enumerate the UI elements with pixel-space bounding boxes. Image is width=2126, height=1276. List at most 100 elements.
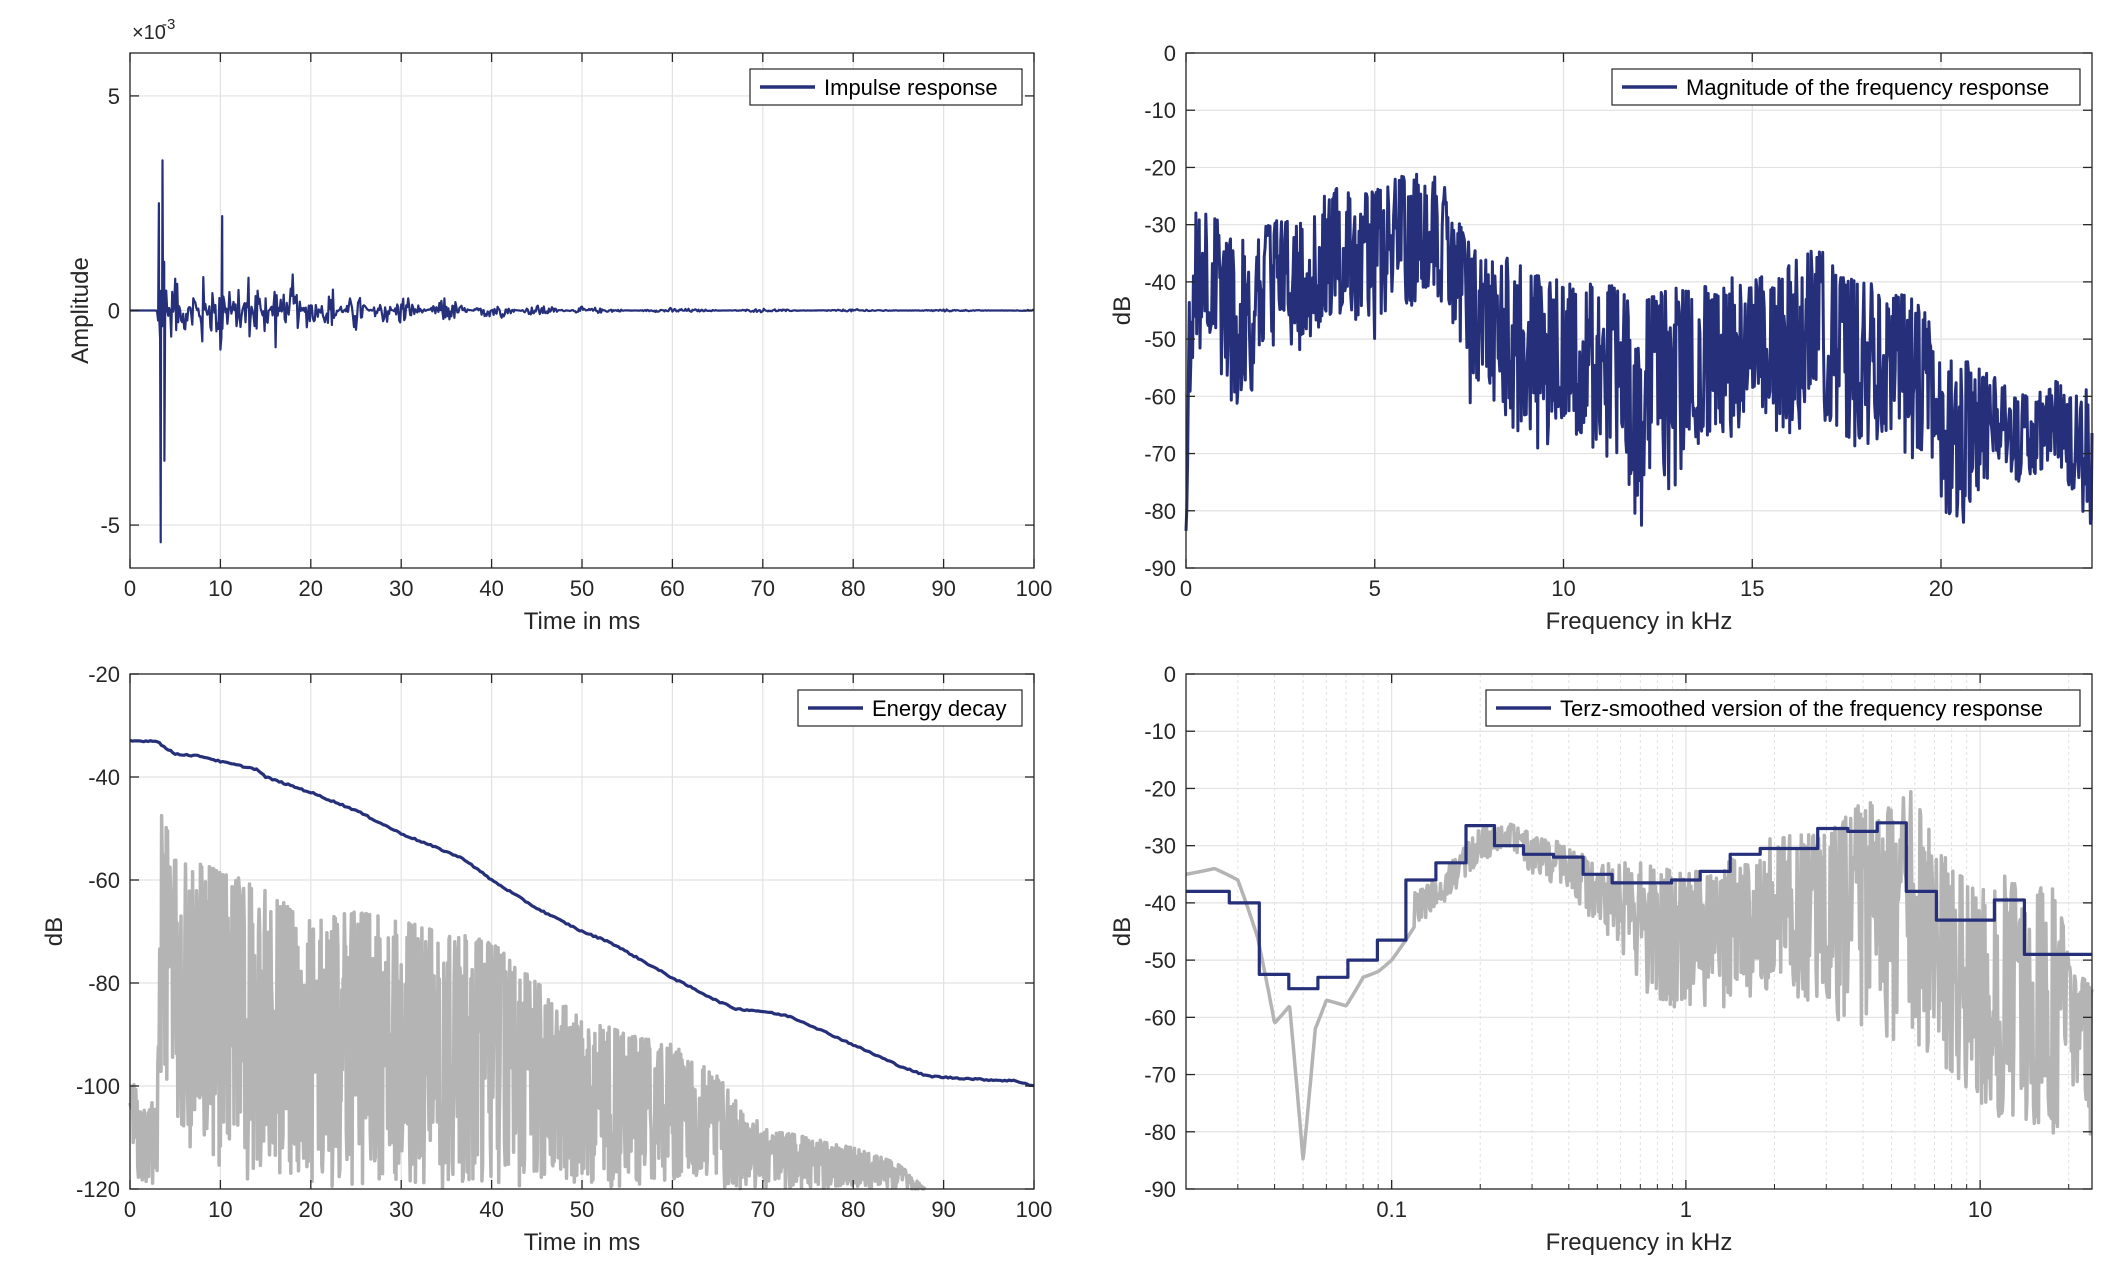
y-tick-label: 5 — [108, 84, 120, 109]
x-tick-label: 0.1 — [1376, 1197, 1407, 1222]
x-tick-label: 20 — [1929, 576, 1953, 601]
y-tick-label: -70 — [1144, 442, 1176, 467]
x-tick-label: 30 — [389, 1197, 413, 1222]
series-line — [129, 159, 1035, 544]
x-tick-label: 10 — [208, 576, 232, 601]
x-ticks: 0 10 20 30 40 50 60 70 80 90 100 — [124, 53, 1052, 601]
x-tick-label: 20 — [299, 576, 323, 601]
x-tick-label: 20 — [299, 1197, 323, 1222]
y-tick-label: -90 — [1144, 1177, 1176, 1202]
y-tick-label: -100 — [76, 1074, 120, 1099]
y-tick-label: -90 — [1144, 556, 1176, 581]
x-tick-label: 100 — [1016, 576, 1053, 601]
x-tick-label: 0 — [1180, 576, 1192, 601]
legend: Energy decay — [797, 689, 1023, 727]
x-tick-label: 30 — [389, 576, 413, 601]
y-exponent-label: ×10 — [132, 22, 166, 44]
x-tick-label: 10 — [1968, 1197, 1992, 1222]
x-tick-label: 40 — [479, 576, 503, 601]
y-tick-label: -20 — [88, 662, 120, 687]
legend-label: Terz-smoothed version of the frequency r… — [1560, 696, 2043, 721]
magnitude-axes: 0 5 10 15 20 0 -10 -20 -30 -40 -50 -60 -70 -80 -90 Freq… — [1109, 41, 2094, 635]
y-tick-label: -40 — [1144, 891, 1176, 916]
x-tick-label: 90 — [931, 576, 955, 601]
series-group — [129, 159, 1035, 544]
y-tick-label: 0 — [1164, 41, 1176, 66]
y-tick-label: -50 — [1144, 327, 1176, 352]
y-tick-label: -60 — [88, 868, 120, 893]
y-ticks: -5 0 5 — [100, 84, 1034, 538]
axes-frame — [1185, 673, 2093, 1190]
x-ticks: 0.1 1 10 — [1237, 674, 2070, 1222]
y-ticks: -20 -40 -60 -80 -100 -120 — [76, 662, 1034, 1202]
y-tick-label: 0 — [108, 299, 120, 324]
y-tick-label: -30 — [1144, 213, 1176, 238]
impulse-axes: 0 10 20 30 40 50 60 70 80 90 100 -5 0 5 ×10-3 Time in m… — [67, 16, 1052, 635]
x-axis-label: Time in ms — [524, 1229, 640, 1256]
x-tick-label: 5 — [1369, 576, 1381, 601]
x-tick-label: 0 — [124, 576, 136, 601]
y-ticks: 0 -10 -20 -30 -40 -50 -60 -70 -80 -90 — [1144, 41, 2092, 581]
y-tick-label: -20 — [1144, 155, 1176, 180]
terz-axes: 0.1 1 10 0 -10 -20 -30 -40 -50 -60 -70 -80 -90 Freque… — [1109, 662, 2094, 1256]
series-group — [128, 738, 1035, 1191]
x-axis-label: Frequency in kHz — [1546, 1229, 1733, 1256]
y-tick-label: -10 — [1144, 98, 1176, 123]
y-tick-label: -120 — [76, 1177, 120, 1202]
energy-axes: 0 10 20 30 40 50 60 70 80 90 100 -20 -40 -60 -80 -100 -1… — [41, 662, 1052, 1256]
x-ticks: 0 5 10 15 20 — [1180, 53, 1953, 601]
y-tick-label: -5 — [100, 513, 120, 538]
y-tick-label: -40 — [88, 765, 120, 790]
x-tick-label: 80 — [841, 576, 865, 601]
legend-box — [1485, 689, 2081, 727]
legend-label: Impulse response — [824, 75, 998, 100]
x-tick-label: 80 — [841, 1197, 865, 1222]
y-tick-label: 0 — [1164, 662, 1176, 687]
legend: Magnitude of the frequency response — [1611, 68, 2081, 106]
y-tick-label: -20 — [1144, 776, 1176, 801]
x-tick-label: 1 — [1680, 1197, 1692, 1222]
legend-box — [1611, 68, 2081, 106]
axes-frame — [1185, 52, 2093, 569]
x-tick-label: 70 — [751, 576, 775, 601]
y-exponent-power: -3 — [162, 16, 175, 33]
x-tick-label: 10 — [208, 1197, 232, 1222]
series-line — [1186, 821, 2092, 991]
series-group — [1184, 172, 2094, 531]
legend: Impulse response — [749, 68, 1023, 106]
y-ticks: 0 -10 -20 -30 -40 -50 -60 -70 -80 -90 — [1144, 662, 2092, 1202]
x-tick-label: 60 — [660, 576, 684, 601]
x-tick-label: 50 — [570, 1197, 594, 1222]
x-tick-label: 0 — [124, 1197, 136, 1222]
y-tick-label: -70 — [1144, 1063, 1176, 1088]
y-tick-label: -80 — [88, 971, 120, 996]
x-axis-label: Time in ms — [524, 608, 640, 635]
y-axis-label: dB — [1109, 917, 1136, 946]
y-tick-label: -60 — [1144, 1005, 1176, 1030]
series-line — [129, 738, 1035, 1088]
y-axis-label: Amplitude — [67, 257, 94, 364]
x-tick-label: 40 — [479, 1197, 503, 1222]
y-tick-label: -80 — [1144, 1120, 1176, 1145]
background-series-line — [128, 813, 927, 1191]
y-tick-label: -30 — [1144, 834, 1176, 859]
x-axis-label: Frequency in kHz — [1546, 608, 1733, 635]
y-tick-label: -80 — [1144, 499, 1176, 524]
x-tick-label: 50 — [570, 576, 594, 601]
y-tick-label: -60 — [1144, 384, 1176, 409]
y-axis-label: dB — [1109, 296, 1136, 325]
x-tick-label: 70 — [751, 1197, 775, 1222]
x-tick-label: 10 — [1551, 576, 1575, 601]
x-ticks: 0 10 20 30 40 50 60 70 80 90 100 — [124, 674, 1052, 1222]
legend-label: Magnitude of the frequency response — [1686, 75, 2049, 100]
series-line — [1184, 172, 2094, 531]
x-tick-label: 90 — [931, 1197, 955, 1222]
y-tick-label: -40 — [1144, 270, 1176, 295]
y-tick-label: -10 — [1144, 719, 1176, 744]
legend-label: Energy decay — [872, 696, 1007, 721]
legend: Terz-smoothed version of the frequency r… — [1485, 689, 2081, 727]
series-group — [1185, 789, 2094, 1161]
y-axis-label: dB — [41, 917, 68, 946]
y-tick-label: -50 — [1144, 948, 1176, 973]
